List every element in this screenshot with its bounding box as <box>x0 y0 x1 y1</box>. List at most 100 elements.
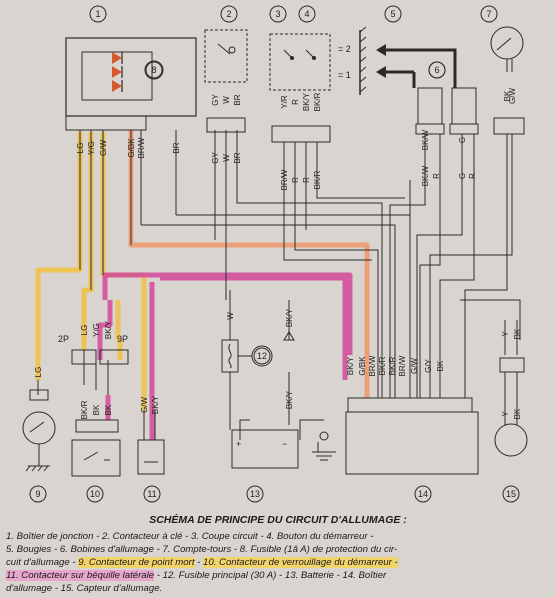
connector-9p <box>99 349 129 365</box>
label-2p: 2P <box>58 334 69 344</box>
wire-label: G/W <box>410 358 419 374</box>
wire-label: G/BK <box>127 138 136 158</box>
key-switch <box>204 29 248 133</box>
wire-label: G/W <box>140 397 149 413</box>
wire-label: BK/R <box>388 356 397 375</box>
spark-plugs <box>359 26 430 95</box>
junction-box <box>65 37 197 131</box>
component-number-15: 15 <box>502 485 520 503</box>
component-number-6: 6 <box>428 61 446 79</box>
wire-label: R <box>291 177 300 183</box>
wire-label: GY <box>211 94 220 106</box>
wire-label: BK <box>436 360 445 371</box>
component-number-9: 9 <box>29 485 47 503</box>
wire-label: LG <box>80 325 89 336</box>
component-number-7: 7 <box>480 5 498 23</box>
component-number-14: 14 <box>414 485 432 503</box>
wire-label: BK/R <box>378 356 387 375</box>
wire-label: G <box>458 137 467 143</box>
wire-label: BK <box>503 90 512 101</box>
caption-line-1: 1. Boîtier de jonction - 2. Contacteur à… <box>6 531 374 542</box>
caption-line-3-start: cuit d'allumage - <box>6 557 79 568</box>
component-number-4: 4 <box>298 5 316 23</box>
caption-line-3: cuit d'allumage - 9. Contacteur de point… <box>6 557 550 568</box>
caption-line-5: d'allumage - 15. Capteur d'allumage. <box>6 583 163 594</box>
wire-label: G/W <box>508 88 517 104</box>
wire-label: LG <box>76 143 85 154</box>
wire-label: BR/W <box>137 137 146 158</box>
battery-minus: − <box>282 439 287 449</box>
wire-label: BK <box>513 408 522 419</box>
wire-label: BK/W <box>421 129 430 150</box>
main-fuse <box>221 331 295 373</box>
wire-label: BR/W <box>280 169 289 190</box>
component-number-11: 11 <box>143 485 161 503</box>
component-number-13: 13 <box>246 485 264 503</box>
wire-label: BK/Y <box>285 308 294 327</box>
svg-text:11: 11 <box>147 489 156 499</box>
wire-label: BK/R <box>313 170 322 189</box>
svg-text:9: 9 <box>35 489 40 499</box>
component-number-3: 3 <box>269 5 287 23</box>
caption-title: SCHÉMA DE PRINCIPE DU CIRCUIT D'ALLUMAGE… <box>149 514 407 526</box>
svg-text:1: 1 <box>95 9 100 19</box>
wire-label: BR <box>233 152 242 163</box>
wire-label: W <box>222 154 231 162</box>
ignition-unit <box>345 397 479 475</box>
wire-label: R <box>432 173 441 179</box>
svg-text:14: 14 <box>418 489 428 499</box>
wire-label: BR/W <box>368 355 377 376</box>
neutral-switch <box>22 389 56 472</box>
wiring <box>37 130 521 440</box>
wire-label: BK <box>513 328 522 339</box>
caption-line-2: 5. Bougies - 6. Bobines d'allumage - 7. … <box>6 544 398 555</box>
orange-highlight <box>128 130 370 398</box>
wire-label: BK/W <box>421 165 430 186</box>
caption-line-4: 11. Contacteur sur béquille latérale - 1… <box>6 570 550 581</box>
caption-line-3-sep: - <box>194 557 204 568</box>
component-number-1: 1 <box>89 5 107 23</box>
wire-label: Y <box>501 411 510 417</box>
svg-text:4: 4 <box>304 9 309 19</box>
wire-label: BK <box>92 404 101 415</box>
caption-neutral-switch: 9. Contacteur de point mort <box>78 557 195 568</box>
svg-text:6: 6 <box>434 65 439 75</box>
wire-label: BK/Y <box>104 320 113 339</box>
svg-text:10: 10 <box>90 489 100 499</box>
wire-label: LG <box>34 367 43 378</box>
component-number-5: 5 <box>384 5 402 23</box>
starter-lockout-switch <box>71 419 121 477</box>
ignition-sensor <box>494 357 528 457</box>
wire-label: BK <box>104 404 113 415</box>
caption-lockout-switch: 10. Contacteur de verrouillage du démarr… <box>203 557 398 568</box>
wire-label: G/BK <box>358 356 367 376</box>
label-mark-1: = 1 <box>338 70 351 80</box>
ignition-coils <box>412 48 479 135</box>
pink-highlight <box>97 272 353 440</box>
wire-label: Y/R <box>280 95 289 109</box>
component-number-12: 12 <box>253 347 271 365</box>
svg-text:8: 8 <box>151 65 156 75</box>
svg-text:15: 15 <box>506 489 516 499</box>
wire-label: R <box>302 177 311 183</box>
wire-label: BK/R <box>313 92 322 111</box>
wire-label: Y/G <box>87 141 96 155</box>
caption-sidestand-switch: 11. Contacteur sur béquille latérale <box>6 570 155 581</box>
wire-label: G <box>458 173 467 179</box>
wire-label: Y <box>501 331 510 337</box>
component-number-2: 2 <box>220 5 238 23</box>
component-number-8: 8 <box>145 61 163 79</box>
handlebar-switches <box>269 33 331 143</box>
svg-text:2: 2 <box>226 9 231 19</box>
wire-label: G/Y <box>424 358 433 372</box>
battery-plus: + <box>236 439 241 449</box>
side-stand-switch <box>137 439 165 475</box>
wire-label: R <box>468 173 477 179</box>
component-number-10: 10 <box>86 485 104 503</box>
wire-label: W <box>222 96 231 104</box>
wire-label: G/W <box>99 140 108 156</box>
svg-text:13: 13 <box>250 489 260 499</box>
